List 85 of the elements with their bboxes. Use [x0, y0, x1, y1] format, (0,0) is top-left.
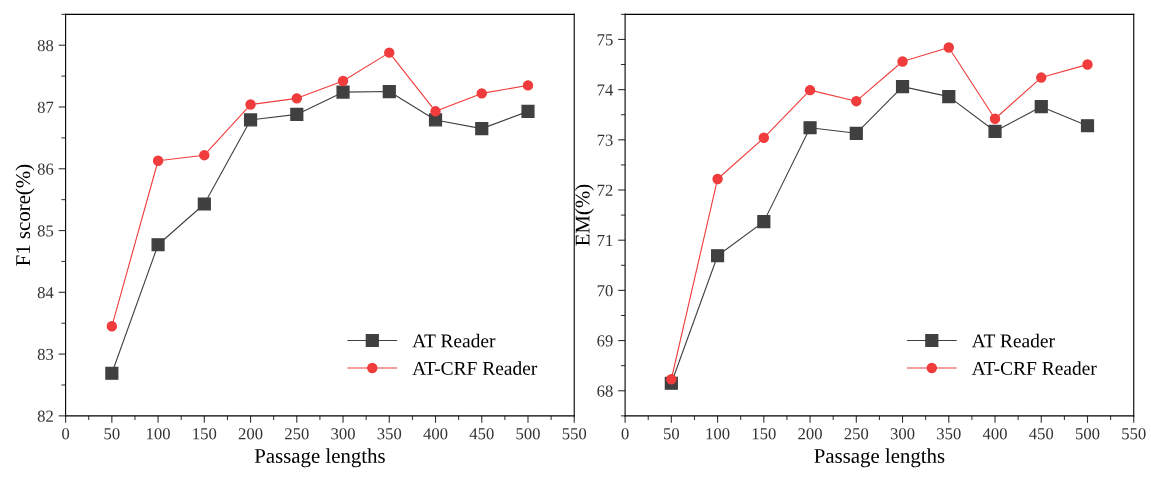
x-tick-label: 550 — [562, 428, 587, 440]
x-tick-label: 500 — [1075, 428, 1100, 440]
x-tick-label: 100 — [706, 428, 730, 440]
y-tick-label: 82 — [37, 410, 53, 422]
x-tick-label: 50 — [104, 428, 120, 440]
point — [105, 366, 119, 380]
y-axis-title: F1 score(%) — [15, 164, 35, 266]
y-tick-label: 69 — [597, 335, 613, 347]
point — [152, 155, 164, 166]
point — [430, 106, 441, 117]
x-tick-label: 450 — [1029, 428, 1054, 440]
point — [989, 113, 1001, 124]
point — [804, 84, 816, 96]
point — [197, 197, 211, 211]
y-tick-label: 85 — [37, 225, 54, 237]
point — [942, 90, 956, 104]
point — [1036, 72, 1047, 83]
y-tick-label: 88 — [37, 39, 54, 52]
x-tick-label: 300 — [331, 428, 355, 440]
x-tick-label: 250 — [285, 428, 309, 440]
x-tick-label: 0 — [621, 428, 629, 440]
point — [336, 85, 350, 99]
y-tick-label: 71 — [597, 234, 613, 246]
legend-label: AT-CRF Reader — [412, 361, 538, 375]
x-tick-label: 500 — [516, 428, 540, 440]
x-tick-label: 450 — [469, 428, 494, 440]
x-axis-title: Passage lengths — [254, 448, 385, 468]
point — [710, 249, 725, 263]
point — [712, 173, 723, 185]
point — [382, 84, 396, 99]
y-tick-label: 73 — [597, 134, 613, 146]
y-tick-label: 74 — [597, 84, 614, 96]
point — [851, 95, 862, 107]
point — [521, 104, 535, 118]
y-tick-label: 68 — [597, 385, 613, 397]
x-axis-title: Passage lengths — [814, 448, 945, 468]
legend-label: AT Reader — [412, 333, 496, 348]
point — [758, 132, 770, 144]
x-tick-label: 400 — [982, 428, 1007, 440]
y-tick-label: 87 — [37, 101, 54, 113]
point — [475, 122, 489, 136]
x-tick-label: 400 — [423, 428, 448, 440]
x-tick-label: 150 — [193, 428, 217, 440]
x-tick-label: 350 — [937, 428, 961, 440]
x-tick-label: 250 — [844, 428, 869, 440]
point — [943, 42, 954, 53]
point — [106, 321, 118, 332]
point — [199, 149, 210, 161]
x-tick-label: 100 — [147, 428, 170, 440]
point — [1034, 100, 1048, 114]
point — [1082, 59, 1093, 70]
legend-label: AT Reader — [971, 333, 1055, 348]
x-tick-label: 0 — [62, 428, 70, 440]
point — [290, 107, 304, 122]
x-tick-label: 300 — [890, 428, 915, 440]
point — [895, 80, 910, 94]
y-tick-label: 75 — [597, 34, 613, 46]
point — [849, 126, 863, 140]
point — [245, 99, 256, 110]
point — [291, 93, 303, 104]
x-tick-label: 50 — [663, 428, 680, 440]
y-tick-label: 70 — [597, 285, 613, 297]
point — [988, 124, 1002, 138]
point — [666, 374, 677, 385]
point — [151, 238, 165, 252]
point — [1080, 119, 1095, 133]
point — [803, 121, 817, 135]
point — [337, 75, 349, 87]
x-tick-label: 150 — [752, 428, 776, 440]
legend-label: AT-CRF Reader — [971, 361, 1097, 375]
point — [476, 88, 487, 99]
point — [243, 113, 258, 127]
point — [522, 80, 534, 91]
x-tick-label: 200 — [238, 428, 263, 440]
y-axis-title: EM(%) — [574, 184, 594, 246]
y-tick-label: 86 — [37, 163, 54, 175]
y-tick-label: 72 — [597, 184, 613, 196]
point — [384, 47, 395, 58]
point — [897, 56, 908, 67]
point — [757, 215, 771, 229]
x-tick-label: 200 — [798, 428, 822, 440]
y-tick-label: 83 — [37, 348, 54, 361]
y-tick-label: 84 — [37, 287, 54, 299]
x-tick-label: 550 — [1122, 428, 1146, 440]
x-tick-label: 350 — [377, 428, 402, 440]
